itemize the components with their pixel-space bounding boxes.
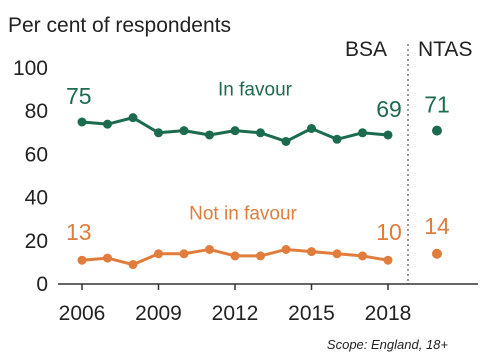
data-point-not-in-favour — [77, 255, 87, 265]
x-tick-label: 2015 — [288, 302, 335, 325]
start-value-label: 13 — [66, 219, 92, 245]
source-label-bsa: BSA — [345, 38, 387, 61]
data-point-in-favour — [230, 126, 240, 136]
series-not-in-favour: 13 10 14 Not in favour — [66, 203, 450, 270]
x-tick-label: 2018 — [365, 302, 412, 325]
data-point-in-favour — [179, 126, 189, 136]
data-point-in-favour — [256, 128, 265, 138]
source-label-ntas: NTAS — [418, 38, 472, 61]
series-layer: 75 69 71 In favour 13 10 14 Not in favour — [66, 80, 450, 270]
data-point-in-favour — [103, 119, 112, 129]
series-name-label: In favour — [218, 80, 293, 101]
x-axis-ticks: 2006 2009 2012 2015 2018 — [59, 284, 412, 325]
data-point-not-in-favour — [128, 260, 138, 270]
data-point-in-favour — [383, 130, 393, 140]
data-point-not-in-favour — [358, 251, 367, 261]
x-tick-label: 2006 — [59, 302, 106, 325]
data-point-not-in-favour — [307, 247, 316, 257]
data-point-not-in-favour — [230, 251, 240, 261]
scope-note: Scope: England, 18+ — [327, 337, 448, 352]
end-value-label: 10 — [376, 219, 402, 245]
data-point-not-in-favour — [103, 253, 112, 263]
data-point-not-in-favour — [256, 251, 265, 261]
data-point-not-in-favour — [383, 255, 393, 265]
end-value-label: 69 — [376, 96, 402, 122]
data-point-in-favour — [77, 117, 87, 127]
data-point-not-in-favour — [179, 249, 189, 259]
data-point-in-favour — [281, 136, 291, 146]
data-point-not-in-favour — [281, 244, 291, 254]
chart-subtitle: Per cent of respondents — [8, 14, 231, 37]
data-point-not-in-favour — [332, 249, 342, 259]
y-tick-label: 40 — [25, 187, 48, 210]
series-in-favour: 75 69 71 In favour — [66, 80, 450, 146]
y-tick-label: 60 — [25, 143, 48, 166]
x-tick-label: 2009 — [135, 302, 182, 325]
ntas-point-not-in-favour — [432, 248, 442, 259]
data-point-in-favour — [307, 123, 316, 133]
data-point-in-favour — [332, 134, 342, 144]
data-point-not-in-favour — [154, 249, 163, 259]
data-point-not-in-favour — [205, 244, 214, 254]
y-tick-label: 100 — [13, 57, 48, 80]
ntas-value-label: 71 — [424, 92, 450, 118]
x-tick-label: 2012 — [212, 302, 259, 325]
y-tick-label: 80 — [25, 100, 48, 123]
data-point-in-favour — [154, 128, 163, 138]
ntas-point-in-favour — [432, 125, 442, 136]
data-point-in-favour — [128, 113, 138, 123]
data-point-in-favour — [205, 130, 214, 140]
y-tick-label: 0 — [36, 273, 48, 296]
series-name-label: Not in favour — [189, 203, 297, 224]
start-value-label: 75 — [66, 83, 92, 109]
y-tick-label: 20 — [25, 230, 48, 253]
y-axis-ticks: 0 20 40 60 80 100 — [13, 57, 48, 296]
data-point-in-favour — [358, 128, 367, 138]
ntas-value-label: 14 — [424, 213, 450, 239]
